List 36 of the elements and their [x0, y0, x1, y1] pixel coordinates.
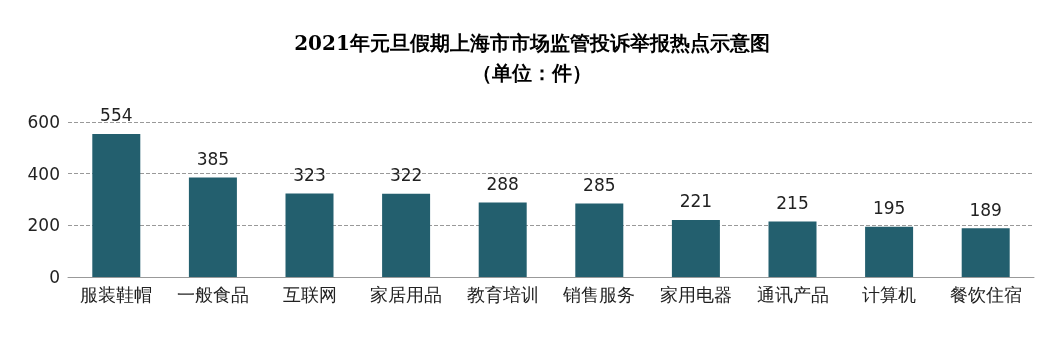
data-label: 385 — [196, 149, 230, 170]
bar — [961, 228, 1010, 277]
bar — [188, 177, 237, 277]
x-tick-label: 销售服务 — [562, 283, 636, 305]
x-tick-label: 计算机 — [862, 283, 917, 305]
data-label: 288 — [486, 174, 519, 195]
bar — [92, 133, 141, 277]
x-tick-label: 家居用品 — [370, 283, 443, 305]
bar — [285, 193, 334, 277]
bar — [575, 203, 624, 277]
x-tick-label: 一般食品 — [176, 283, 249, 305]
chart-subtitle: （单位：件） — [472, 61, 592, 85]
bar — [382, 193, 431, 277]
y-tick-label: 600 — [27, 112, 60, 132]
bar — [865, 226, 914, 277]
data-label: 322 — [389, 165, 423, 186]
bar — [478, 202, 527, 277]
data-label: 189 — [969, 199, 1002, 220]
data-label: 285 — [583, 174, 616, 195]
data-label: 323 — [293, 165, 326, 186]
y-tick-label: 400 — [27, 163, 60, 184]
x-tick-label: 餐饮住宿 — [949, 283, 1022, 305]
x-tick-label: 家用电器 — [659, 283, 732, 305]
y-tick-label: 0 — [49, 267, 60, 287]
bar — [768, 221, 817, 277]
x-tick-label: 教育培训 — [466, 283, 539, 305]
bar — [671, 219, 720, 277]
y-tick-label: 200 — [27, 215, 60, 236]
data-label: 554 — [100, 105, 133, 126]
data-label: 215 — [776, 192, 809, 213]
chart-title: 2021年元旦假期上海市市场监管投诉举报热点示意图 — [294, 31, 770, 55]
x-tick-label: 互联网 — [282, 283, 337, 305]
data-label: 195 — [872, 198, 906, 219]
data-label: 221 — [679, 191, 713, 212]
x-tick-label: 服装鞋帽 — [80, 283, 153, 305]
x-tick-label: 通讯产品 — [756, 283, 829, 305]
